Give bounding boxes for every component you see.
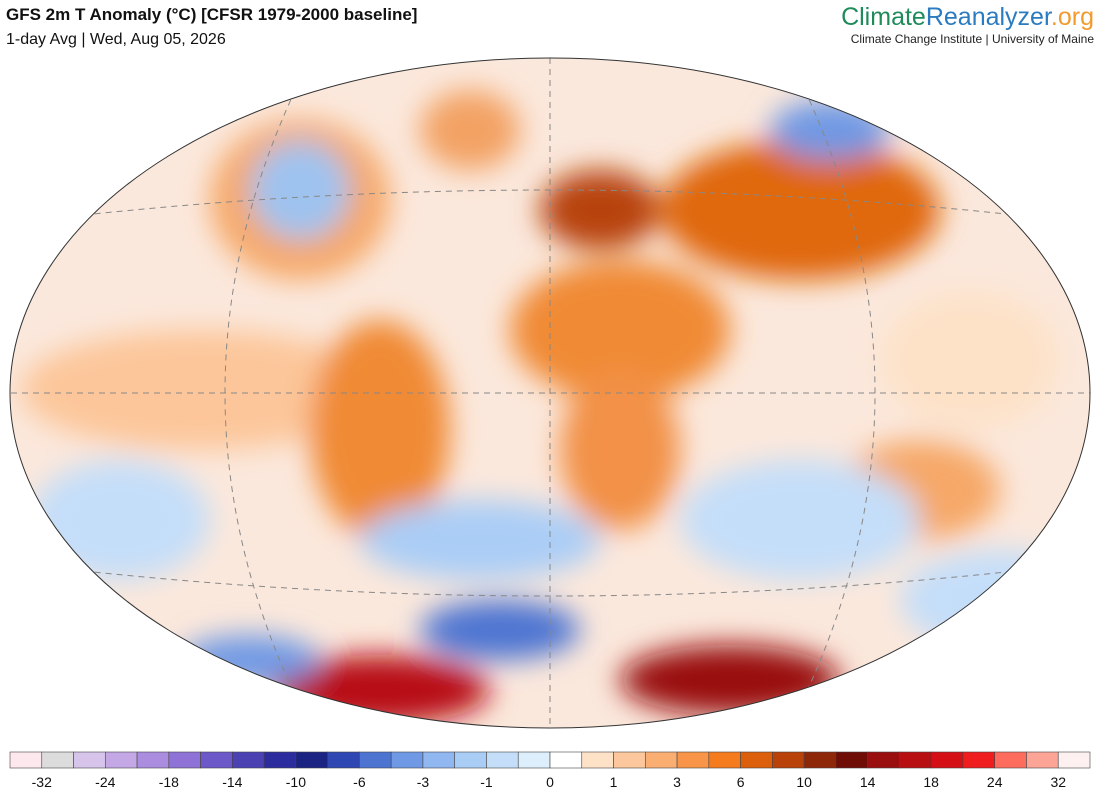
colorbar-box: [803, 751, 837, 769]
colorbar-box: [708, 751, 741, 769]
colorbar-box: [327, 751, 360, 769]
colorbar-box: [740, 751, 773, 769]
colorbar-box: [994, 751, 1027, 769]
colorbar-tick-label: 18: [923, 774, 939, 790]
logo-part: Climate: [841, 3, 926, 31]
colorbar-box: [232, 751, 265, 769]
colorbar-box: [772, 751, 805, 769]
colorbar-box: [517, 751, 551, 769]
colorbar-tick-label: -14: [222, 774, 242, 790]
graticule: [10, 58, 1090, 728]
colorbar-box: [613, 751, 646, 769]
colorbar-tick-label: 0: [546, 774, 554, 790]
colorbar-box: [899, 751, 932, 769]
colorbar-box: [73, 751, 106, 769]
colorbar-tick-label: -6: [353, 774, 366, 790]
colorbar-tick-label: 1: [610, 774, 618, 790]
colorbar-box: [454, 751, 487, 769]
logo: ClimateReanalyzer.org: [841, 3, 1094, 31]
colorbar-tick-label: -3: [417, 774, 430, 790]
colorbar-tick-label: 6: [737, 774, 745, 790]
colorbar-tick-label: 24: [987, 774, 1003, 790]
colorbar-tick-label: -32: [32, 774, 52, 790]
logo-part: Reanalyzer: [926, 3, 1052, 31]
colorbar-box: [41, 751, 74, 769]
tagline: Climate Change Institute | University of…: [851, 32, 1095, 46]
colorbar-box: [581, 751, 614, 769]
colorbar-box: [676, 751, 710, 769]
colorbar-tick-label: 14: [860, 774, 876, 790]
colorbar-box: [486, 751, 519, 769]
colorbar-box: [359, 751, 392, 769]
colorbar-tick-label: 10: [796, 774, 812, 790]
map: [10, 58, 1090, 728]
colorbar-tick-label: -10: [286, 774, 306, 790]
colorbar-box: [168, 751, 201, 769]
colorbar-tick-label: -1: [480, 774, 493, 790]
colorbar-tick-label: -18: [159, 774, 179, 790]
colorbar-tick-label: -24: [95, 774, 115, 790]
colorbar-box: [9, 751, 43, 769]
colorbar-box: [835, 751, 868, 769]
colorbar-box: [295, 751, 328, 769]
colorbar-box: [962, 751, 996, 769]
colorbar-box: [867, 751, 900, 769]
logo-part: .org: [1051, 3, 1094, 31]
colorbar-box: [930, 751, 964, 769]
colorbar-box: [200, 751, 233, 769]
colorbar-box: [390, 751, 424, 769]
colorbar: -32 -24 -18 -14 -10 -6 -3 -1 0 1 3 6 10 14 18 24 32: [9, 751, 1091, 790]
colorbar-box: [422, 751, 456, 769]
colorbar-tick-label: 3: [673, 774, 681, 790]
colorbar-box: [644, 751, 678, 769]
title: GFS 2m T Anomaly (°C) [CFSR 1979-2000 ba…: [6, 5, 417, 24]
subtitle: 1-day Avg | Wed, Aug 05, 2026: [6, 31, 226, 48]
colorbar-tick-label: 32: [1050, 774, 1066, 790]
colorbar-box: [136, 751, 170, 769]
colorbar-box: [1057, 751, 1091, 769]
globe-outline: [9, 57, 1091, 729]
colorbar-box: [549, 751, 583, 769]
colorbar-box: [104, 751, 138, 769]
colorbar-box: [1026, 751, 1059, 769]
colorbar-box: [263, 751, 297, 769]
anomaly-field: [20, 90, 1090, 725]
